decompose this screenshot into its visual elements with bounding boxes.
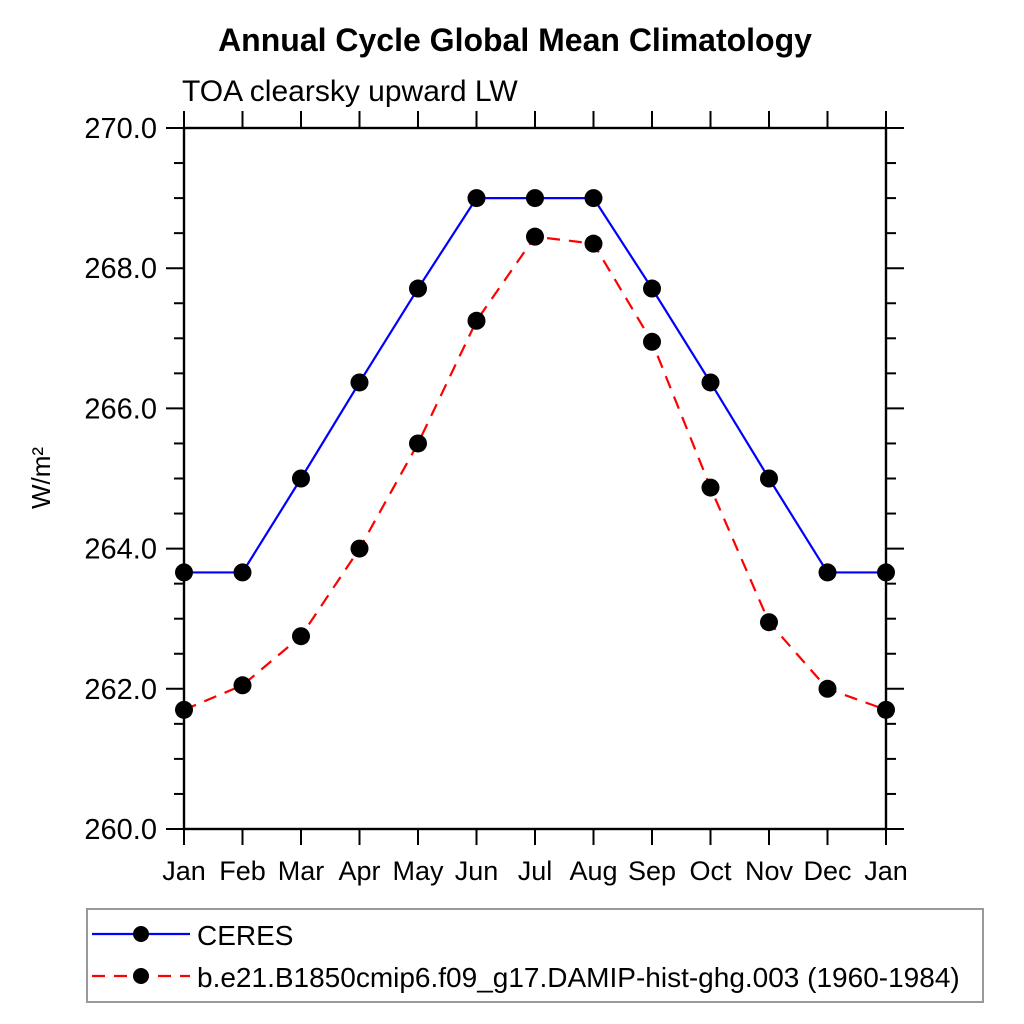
- x-tick-label: Feb: [219, 856, 266, 886]
- legend-line-samples: [92, 926, 190, 984]
- series-0-point: [526, 189, 544, 208]
- series-0-point: [643, 279, 661, 298]
- chart-subtitle: TOA clearsky upward LW: [182, 75, 518, 108]
- series-0-point: [350, 373, 369, 392]
- series-1-point: [877, 700, 895, 719]
- x-tick-label: Sep: [628, 856, 676, 886]
- series-1-point: [233, 676, 252, 695]
- legend-sample-0-marker: [133, 926, 149, 942]
- series-1-point: [175, 700, 193, 719]
- series-0-point: [818, 563, 837, 582]
- series-0-point: [175, 563, 193, 582]
- series-1-point: [760, 613, 778, 632]
- y-tick-label: 264.0: [84, 534, 157, 566]
- chart-title: Annual Cycle Global Mean Climatology: [218, 22, 812, 58]
- plot-axes: [166, 111, 904, 845]
- y-axis-tick-labels: 260.0 262.0 264.0 266.0 268.0 270.0: [84, 113, 157, 846]
- series-0-point: [701, 373, 720, 392]
- legend-label-ceres: CERES: [197, 920, 293, 951]
- legend-box: [86, 908, 984, 1003]
- series-1-line: [183, 235, 887, 711]
- legend-label-model: b.e21.B1850cmip6.f09_g17.DAMIP-hist-ghg.…: [197, 962, 960, 993]
- series-0-point: [233, 563, 252, 582]
- x-tick-label: Apr: [338, 856, 380, 886]
- data-series: [175, 189, 895, 719]
- series-1-point: [818, 679, 837, 698]
- x-axis-tick-labels: Jan Feb Mar Apr May Jun Jul Aug Sep Oct Nov Dec Jan: [162, 856, 908, 886]
- x-tick-label: Oct: [689, 856, 732, 886]
- x-tick-label: Dec: [803, 856, 851, 886]
- y-axis-label: W/m²: [26, 447, 56, 509]
- series-1-point: [409, 434, 427, 453]
- x-tick-label: Jan: [864, 856, 908, 886]
- series-0-point: [877, 563, 895, 582]
- x-tick-label: Nov: [745, 856, 794, 886]
- x-tick-label: Jun: [455, 856, 499, 886]
- x-tick-label: Aug: [569, 856, 617, 886]
- series-1-point: [292, 627, 310, 646]
- series-1-point: [467, 311, 486, 330]
- legend: CERES b.e21.B1850cmip6.f09_g17.DAMIP-his…: [86, 908, 984, 1003]
- series-0-point: [409, 279, 427, 298]
- series-1-point: [350, 539, 369, 558]
- series-1-point: [701, 478, 720, 497]
- x-tick-label: Mar: [278, 856, 325, 886]
- series-0-line: [184, 197, 886, 574]
- series-1-point: [584, 234, 603, 253]
- series-1-point: [526, 227, 544, 246]
- x-tick-label: May: [392, 856, 444, 886]
- y-tick-label: 268.0: [84, 253, 157, 285]
- y-tick-label: 270.0: [84, 113, 157, 145]
- series-0-point: [292, 469, 310, 488]
- x-tick-label: Jul: [518, 856, 553, 886]
- x-tick-label: Jan: [162, 856, 206, 886]
- series-0-point: [467, 189, 486, 208]
- y-tick-label: 262.0: [84, 674, 157, 706]
- series-0-point: [760, 469, 778, 488]
- y-tick-label: 260.0: [84, 814, 157, 846]
- legend-sample-1-marker: [133, 968, 149, 984]
- series-0-point: [584, 189, 603, 208]
- y-tick-label: 266.0: [84, 393, 157, 425]
- series-1-point: [643, 332, 661, 351]
